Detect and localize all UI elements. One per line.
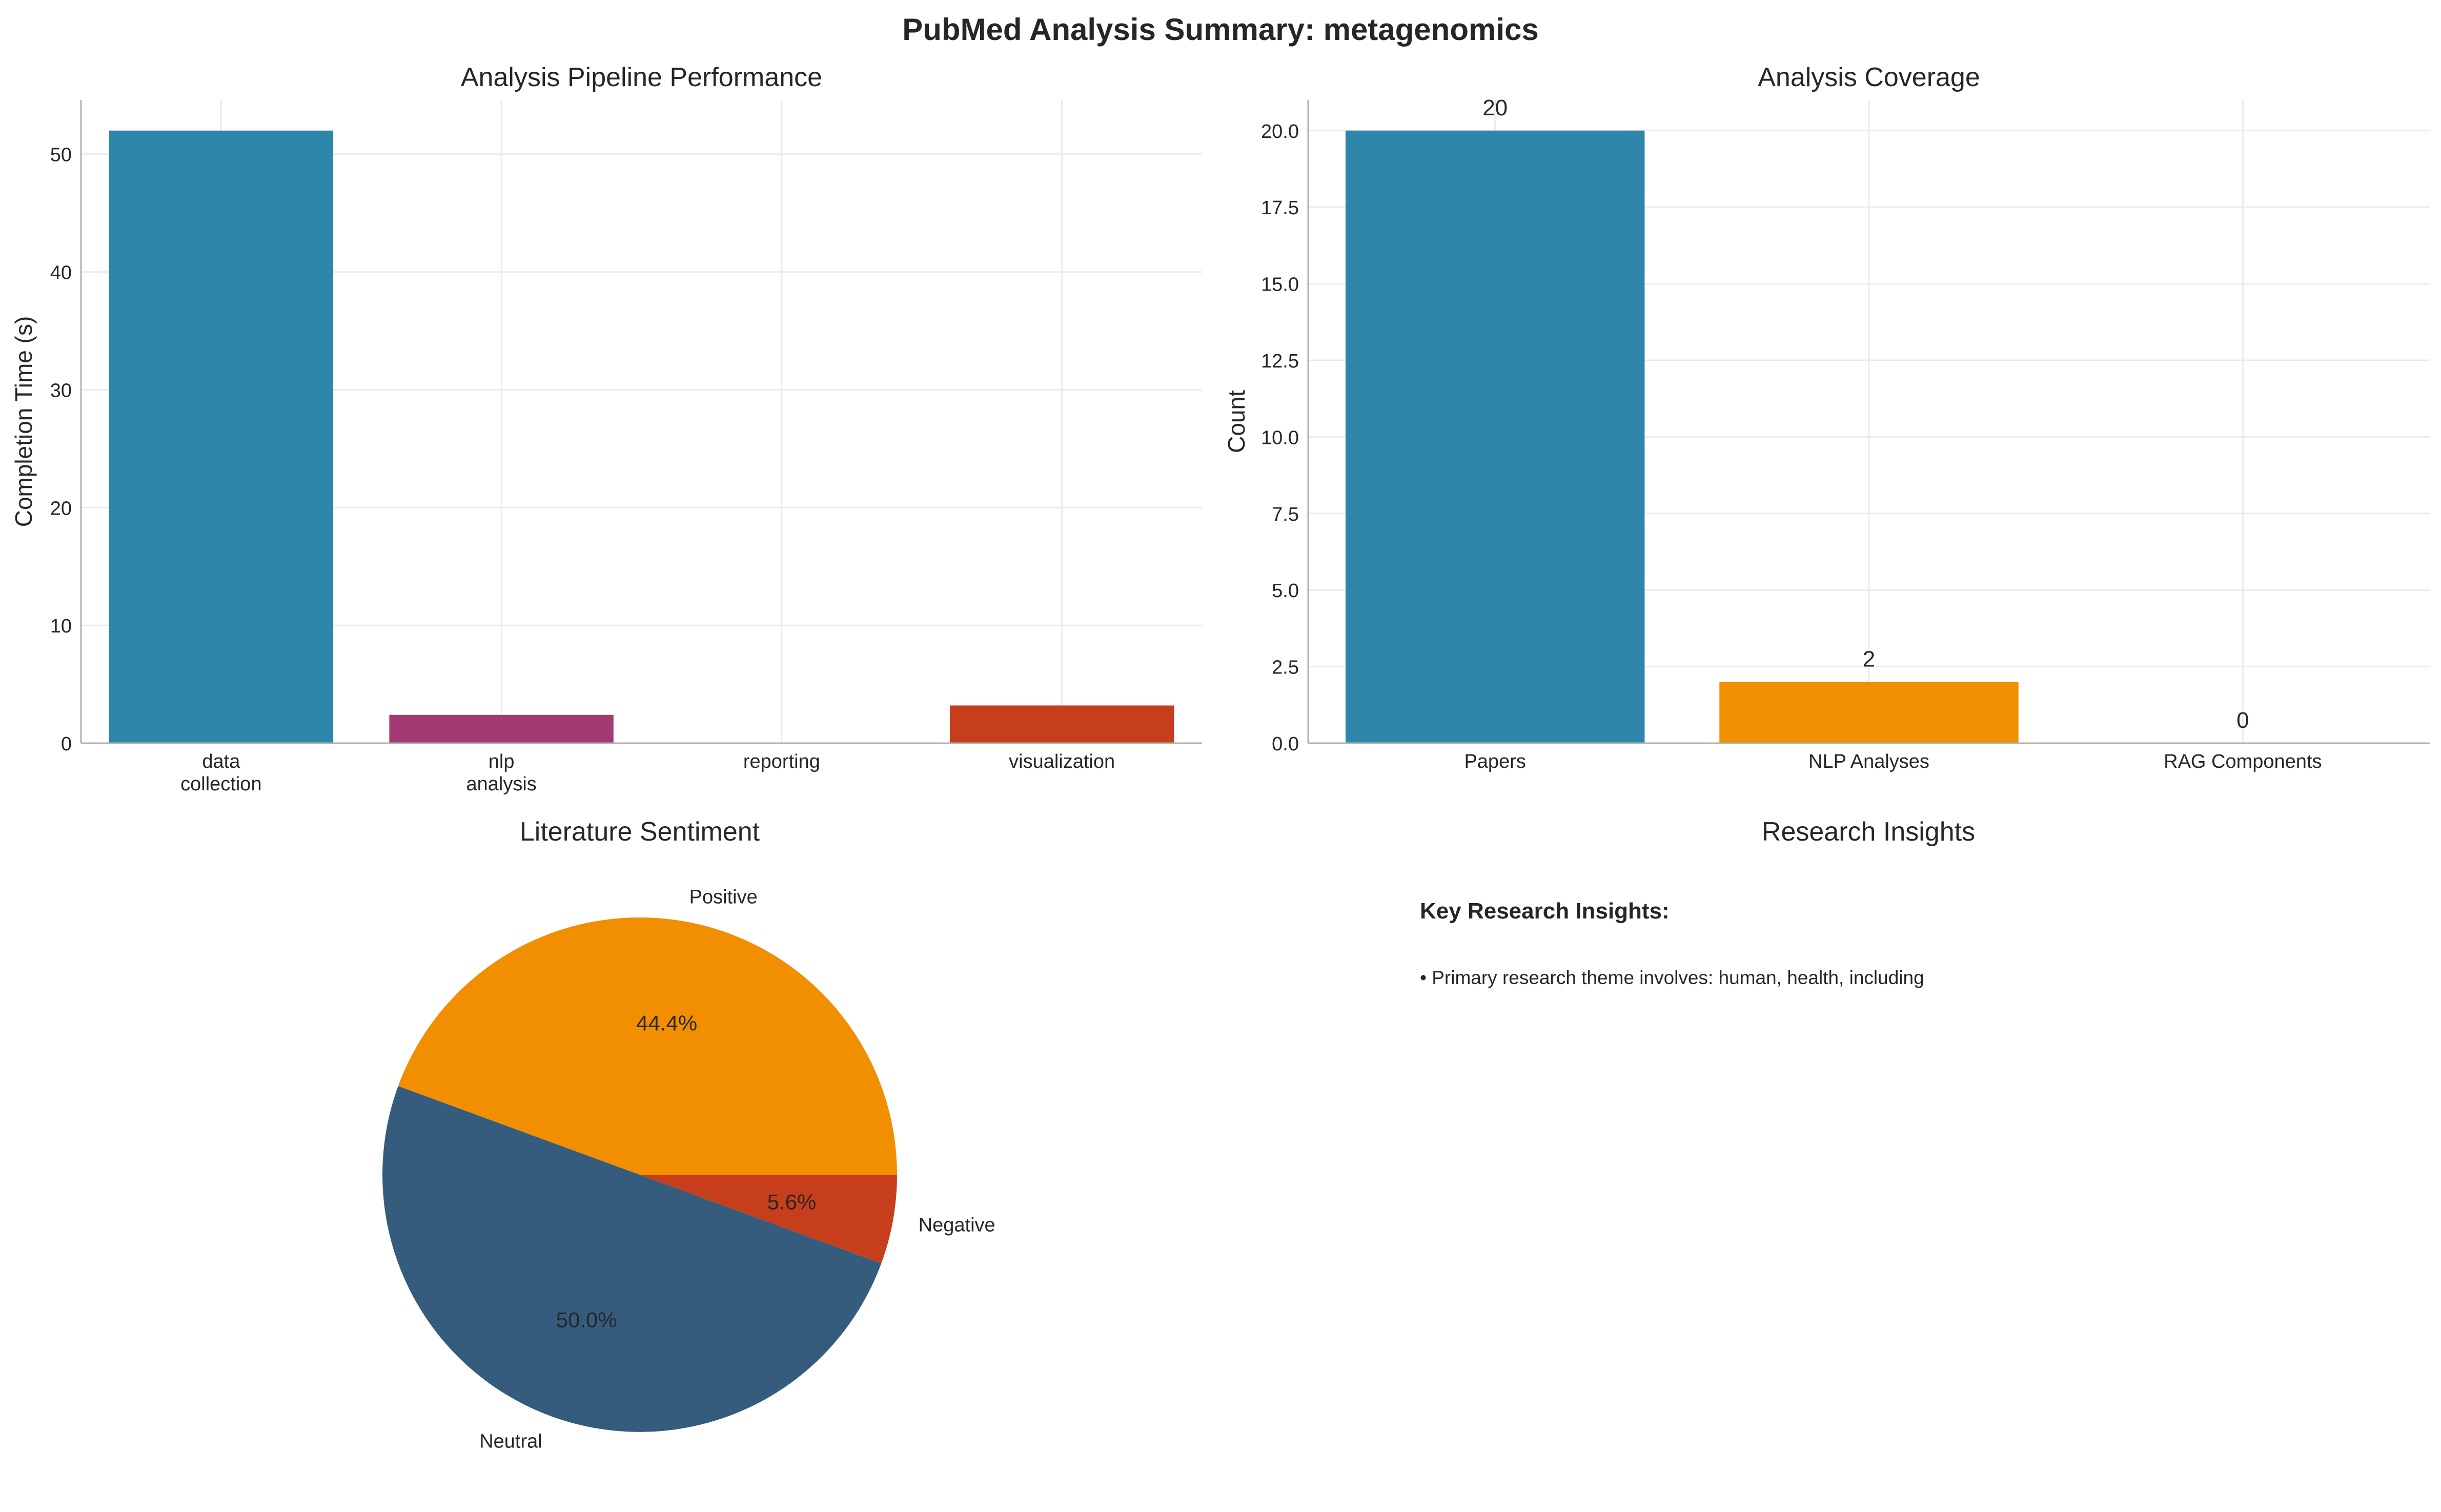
sentiment-slice (640, 1175, 897, 1264)
pipeline-ylabel: Completion Time (s) (10, 316, 37, 527)
coverage-xtick-label: NLP Analyses (1808, 751, 1929, 772)
coverage-ytick-label: 20.0 (1261, 121, 1299, 142)
sentiment-slice-label: Positive (689, 886, 758, 908)
research-insights-title: Research Insights (1762, 817, 1975, 847)
sentiment-slice-label: Neutral (479, 1431, 542, 1452)
sentiment-title: Literature Sentiment (520, 817, 760, 847)
coverage-data-label: 2 (1863, 646, 1875, 671)
pipeline-bar (389, 714, 614, 743)
pipeline-xtick-label: data (202, 751, 240, 772)
coverage-xtick-label: Papers (1464, 751, 1525, 772)
literature-sentiment-chart: Literature Sentiment Positive 44.4% Neutral… (382, 817, 995, 1452)
research-insights-panel: Research Insights Key Research Insights:… (1420, 817, 1975, 988)
pipeline-bar (949, 705, 1174, 743)
pipeline-xtick-label: reporting (743, 751, 820, 772)
coverage-ytick-label: 7.5 (1272, 504, 1299, 525)
sentiment-slice (382, 1086, 882, 1432)
pipeline-bar (109, 130, 334, 743)
coverage-ytick-label: 17.5 (1261, 197, 1299, 219)
sentiment-slice (398, 917, 897, 1175)
insight-item: • Primary research theme involves: human… (1420, 967, 1924, 988)
figure-title: PubMed Analysis Summary: metagenomics (902, 12, 1538, 47)
pipeline-ytick-label: 40 (50, 262, 72, 284)
coverage-bar (1345, 130, 1645, 743)
analysis-coverage-chart: Analysis Coverage 0.0 2.5 5.0 7.5 10.0 12.5 15.… (1223, 63, 2430, 772)
insight-list: • Primary research theme involves: human… (1420, 967, 1924, 988)
sentiment-pct-label: 5.6% (767, 1190, 817, 1214)
coverage-ytick-label: 15.0 (1261, 274, 1299, 296)
coverage-ytick-label: 10.0 (1261, 427, 1299, 448)
pipeline-xtick-label: visualization (1009, 751, 1115, 772)
coverage-ytick-label: 2.5 (1272, 657, 1299, 679)
pipeline-ytick-label: 10 (50, 616, 72, 637)
coverage-ytick-label: 0.0 (1272, 733, 1299, 755)
coverage-title: Analysis Coverage (1758, 63, 1980, 92)
coverage-ylabel: Count (1223, 390, 1250, 453)
coverage-data-label: 0 (2236, 708, 2249, 733)
pipeline-xtick-label: nlp (489, 751, 515, 772)
pipeline-xtick-label: collection (180, 773, 261, 795)
pipeline-ytick-label: 0 (61, 733, 72, 755)
pipeline-performance-chart: Analysis Pipeline Performance 0 10 20 30 40 50… (10, 63, 1202, 795)
sentiment-slice-label: Negative (919, 1215, 995, 1236)
pipeline-ytick-label: 50 (50, 145, 72, 166)
pipeline-title: Analysis Pipeline Performance (461, 63, 822, 92)
sentiment-pct-label: 50.0% (556, 1308, 617, 1332)
coverage-ytick-label: 12.5 (1261, 351, 1299, 372)
coverage-ytick-label: 5.0 (1272, 580, 1299, 602)
coverage-bar (1719, 682, 2019, 743)
pipeline-ytick-label: 30 (50, 380, 72, 401)
coverage-data-label: 20 (1482, 95, 1508, 120)
sentiment-pct-label: 44.4% (636, 1011, 697, 1035)
pipeline-ytick-label: 20 (50, 498, 72, 519)
pipeline-xtick-label: analysis (466, 773, 536, 795)
key-insights-heading: Key Research Insights: (1420, 898, 1670, 924)
coverage-xtick-label: RAG Components (2164, 751, 2322, 772)
